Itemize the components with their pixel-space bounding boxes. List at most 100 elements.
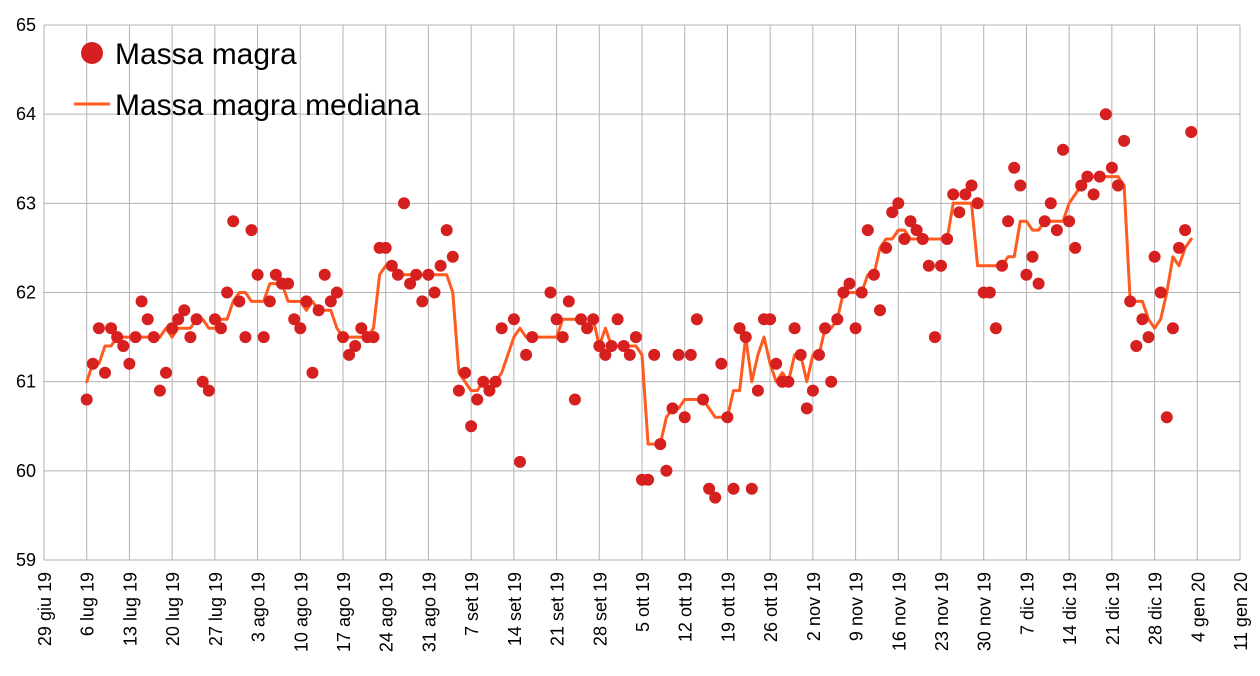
data-point (715, 357, 728, 370)
data-point (947, 188, 960, 201)
data-point (1173, 241, 1185, 254)
x-tick-label: 14 set 19 (505, 572, 525, 646)
data-point (1148, 250, 1161, 263)
data-point (556, 331, 569, 344)
x-tick-label: 5 ott 19 (633, 572, 653, 632)
data-point (324, 295, 337, 308)
data-point (623, 348, 636, 361)
x-tick-labels: 29 giu 19 6 lug 19 13 lug 19 20 lug 19 27 lu… (35, 572, 1251, 652)
data-point (196, 375, 209, 388)
data-point (642, 473, 655, 486)
data-point (983, 286, 996, 299)
data-point (141, 313, 154, 326)
data-point (288, 313, 301, 326)
data-point (739, 331, 752, 344)
data-point (434, 259, 447, 272)
data-point (764, 313, 777, 326)
data-point (80, 393, 93, 406)
data-point (922, 259, 935, 272)
data-point (1142, 331, 1155, 344)
data-point (379, 241, 392, 254)
data-point (575, 313, 587, 326)
data-point (1112, 179, 1124, 192)
data-point (880, 241, 893, 254)
data-point (166, 322, 179, 335)
data-point (678, 411, 691, 424)
data-point (1093, 170, 1106, 183)
data-point (581, 322, 594, 335)
data-point (330, 286, 343, 299)
y-tick-labels: 59 60 61 62 63 64 65 (16, 15, 36, 570)
data-point (202, 384, 215, 397)
x-tick-label: 28 set 19 (590, 572, 610, 646)
data-point (1063, 215, 1076, 228)
data-point (813, 348, 825, 361)
x-tick-label: 21 dic 19 (1103, 572, 1123, 645)
x-tick-label: 7 set 19 (462, 572, 482, 636)
data-point (886, 206, 899, 219)
data-point (410, 268, 423, 281)
data-point (526, 331, 539, 344)
data-point (910, 224, 923, 237)
data-point (611, 313, 624, 326)
data-point (1002, 215, 1015, 228)
data-point (770, 357, 783, 370)
data-point (855, 286, 868, 299)
data-point (831, 313, 844, 326)
data-point (1087, 188, 1100, 201)
data-point (703, 482, 716, 495)
data-point (788, 322, 801, 335)
data-point (178, 304, 191, 317)
data-point (666, 402, 679, 415)
x-tick-label: 13 lug 19 (120, 572, 140, 646)
data-point (172, 313, 185, 326)
data-point (1014, 179, 1027, 192)
data-point (221, 286, 234, 299)
data-point (385, 259, 398, 272)
data-point (1136, 313, 1149, 326)
median-line (85, 175, 1193, 446)
data-point (514, 455, 526, 468)
data-point (471, 393, 484, 406)
data-point (898, 233, 911, 245)
data-point (935, 259, 947, 272)
data-point (440, 224, 453, 237)
data-point (1069, 241, 1082, 254)
data-point (989, 322, 1002, 335)
data-point (446, 250, 459, 263)
data-point (215, 322, 227, 335)
x-tick-label: 29 giu 19 (35, 572, 55, 646)
data-point (721, 411, 734, 424)
median-series (85, 175, 1193, 446)
data-point (660, 464, 673, 477)
data-point (1105, 161, 1118, 174)
data-point (1026, 250, 1039, 263)
data-point (629, 331, 642, 344)
data-point (587, 313, 600, 326)
data-point (867, 268, 880, 281)
data-point (1032, 277, 1045, 290)
data-point (416, 295, 429, 308)
y-tick-label: 61 (16, 372, 36, 392)
x-tick-label: 26 ott 19 (761, 572, 781, 642)
data-point (343, 348, 356, 361)
data-point (105, 322, 118, 335)
data-point (257, 331, 270, 344)
x-tick-label: 10 ago 19 (291, 572, 311, 652)
data-point (1044, 197, 1057, 210)
data-point (751, 384, 764, 397)
data-point (782, 375, 795, 388)
data-point (367, 331, 380, 344)
data-point (355, 322, 368, 335)
data-point (300, 295, 313, 308)
x-tick-label: 14 dic 19 (1060, 572, 1080, 645)
y-tick-label: 59 (16, 550, 36, 570)
data-point (459, 366, 471, 379)
data-point (605, 340, 618, 352)
data-point (227, 215, 240, 228)
x-tick-label: 24 ago 19 (377, 572, 397, 652)
data-point (916, 233, 929, 245)
data-point (507, 313, 520, 326)
data-point (996, 259, 1008, 272)
legend-label-massa-magra-mediana: Massa magra mediana (115, 89, 420, 122)
